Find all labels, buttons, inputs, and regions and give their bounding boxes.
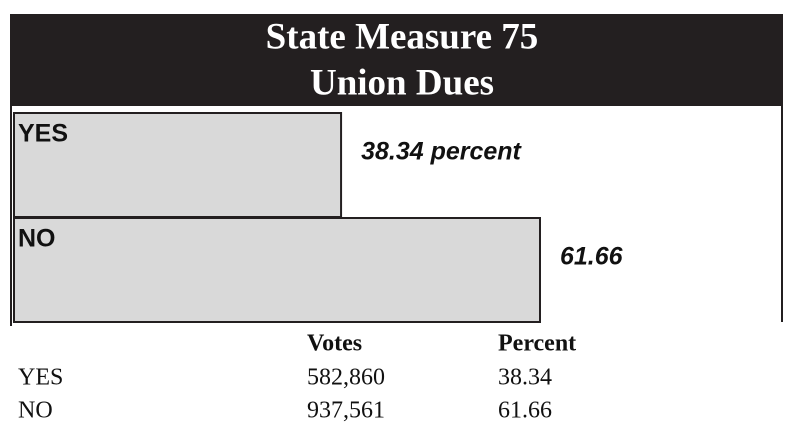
chart-title: State Measure 75 bbox=[266, 16, 539, 57]
bar bbox=[13, 217, 541, 323]
table-cell: 61.66 bbox=[498, 398, 552, 424]
table-cell: 582,860 bbox=[307, 365, 385, 391]
table-cell: 937,561 bbox=[307, 398, 385, 424]
table-header: Percent bbox=[498, 331, 576, 357]
table-cell: 38.34 bbox=[498, 365, 552, 391]
bar bbox=[13, 112, 343, 218]
category-label: NO bbox=[18, 225, 56, 253]
table-header: Votes bbox=[307, 331, 362, 357]
table-cell: YES bbox=[18, 365, 63, 391]
category-label: YES bbox=[18, 120, 68, 148]
table-cell: NO bbox=[18, 398, 53, 424]
data-label: 38.34 percent bbox=[361, 138, 522, 166]
chart-subtitle: Union Dues bbox=[310, 62, 494, 103]
data-label: 61.66 bbox=[560, 243, 624, 271]
header-band bbox=[10, 14, 782, 106]
